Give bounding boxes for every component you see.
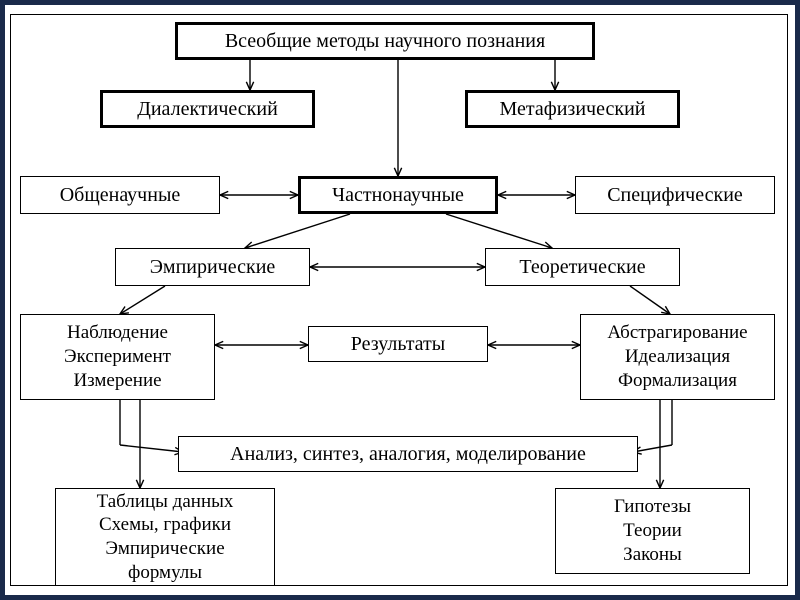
node-abstr: АбстрагированиеИдеализацияФормализация bbox=[580, 314, 775, 400]
node-empir: Эмпирические bbox=[115, 248, 310, 286]
edge-13 bbox=[120, 445, 183, 455]
node-nabl-line: Наблюдение bbox=[67, 321, 168, 345]
node-theor: Теоретические bbox=[485, 248, 680, 286]
node-nabl: НаблюдениеЭкспериментИзмерение bbox=[20, 314, 215, 400]
edge-8 bbox=[120, 286, 165, 314]
node-specif: Специфические bbox=[575, 176, 775, 214]
node-result: Результаты bbox=[308, 326, 488, 362]
node-tables-line: формулы bbox=[128, 561, 202, 585]
node-gipot: ГипотезыТеорииЗаконы bbox=[555, 488, 750, 574]
node-gipot-line: Гипотезы bbox=[614, 495, 691, 519]
node-analysis: Анализ, синтез, аналогия, моделирование bbox=[178, 436, 638, 472]
node-gipot-line: Законы bbox=[623, 543, 682, 567]
node-abstr-line: Абстрагирование bbox=[607, 321, 747, 345]
edge-17 bbox=[656, 400, 663, 488]
node-abstr-line: Идеализация bbox=[625, 345, 730, 369]
node-theor-line: Теоретические bbox=[519, 255, 645, 280]
edge-3 bbox=[220, 191, 298, 198]
node-dialect-line: Диалектический bbox=[137, 97, 278, 122]
edge-2 bbox=[394, 60, 401, 176]
diagram-canvas: Всеобщие методы научного познания Диалект… bbox=[0, 0, 800, 600]
edge-5 bbox=[245, 214, 350, 249]
node-chastno: Частнонаучные bbox=[298, 176, 498, 214]
node-chastno-line: Частнонаучные bbox=[332, 183, 464, 208]
node-dialect: Диалектический bbox=[100, 90, 315, 128]
node-abstr-line: Формализация bbox=[618, 369, 737, 393]
edge-16 bbox=[136, 400, 143, 488]
node-gipot-line: Теории bbox=[623, 519, 682, 543]
edge-10 bbox=[215, 341, 308, 348]
node-metaphys-line: Метафизический bbox=[500, 97, 646, 122]
node-tables: Таблицы данныхСхемы, графикиЭмпирические… bbox=[55, 488, 275, 586]
node-obshe-line: Общенаучные bbox=[60, 183, 181, 208]
edge-1 bbox=[551, 60, 558, 90]
node-tables-line: Схемы, графики bbox=[99, 513, 231, 537]
edge-6 bbox=[446, 214, 552, 249]
node-root-line: Всеобщие методы научного познания bbox=[225, 29, 545, 54]
node-specif-line: Специфические bbox=[607, 183, 743, 208]
edge-9 bbox=[630, 286, 670, 314]
node-root: Всеобщие методы научного познания bbox=[175, 22, 595, 60]
edge-7 bbox=[310, 263, 485, 270]
node-obshe: Общенаучные bbox=[20, 176, 220, 214]
node-nabl-line: Измерение bbox=[73, 369, 161, 393]
edge-11 bbox=[488, 341, 580, 348]
node-tables-line: Таблицы данных bbox=[97, 490, 234, 514]
node-tables-line: Эмпирические bbox=[105, 537, 224, 561]
node-analysis-line: Анализ, синтез, аналогия, моделирование bbox=[230, 442, 586, 467]
node-empir-line: Эмпирические bbox=[150, 255, 276, 280]
node-metaphys: Метафизический bbox=[465, 90, 680, 128]
edge-0 bbox=[246, 60, 253, 90]
edge-4 bbox=[498, 191, 575, 198]
edge-15 bbox=[633, 445, 672, 454]
node-nabl-line: Эксперимент bbox=[64, 345, 171, 369]
node-result-line: Результаты bbox=[351, 332, 445, 357]
